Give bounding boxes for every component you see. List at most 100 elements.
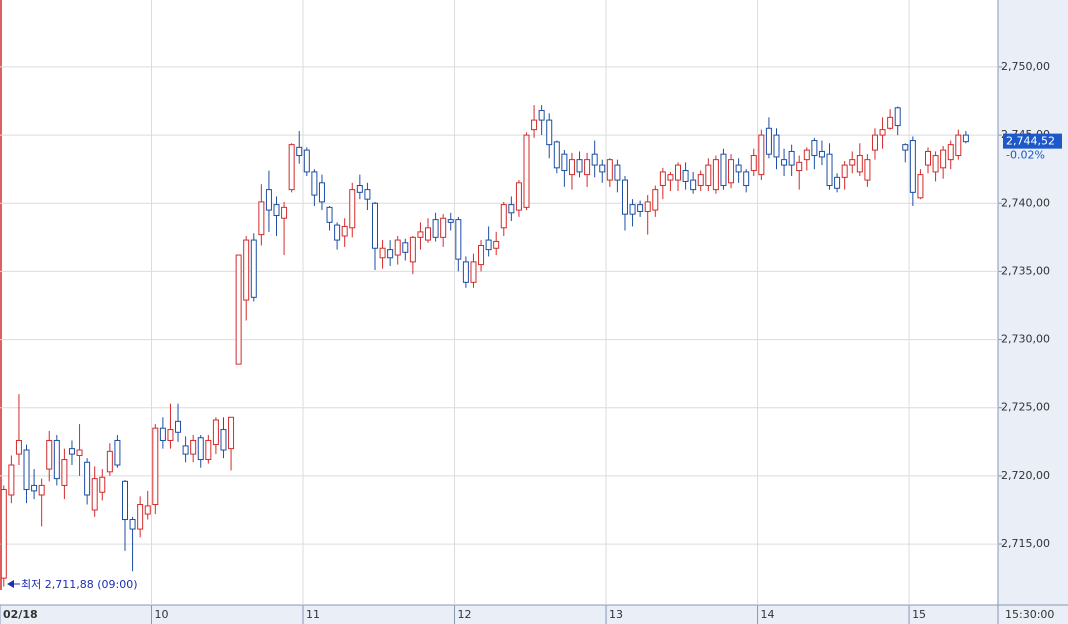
candle-body — [606, 159, 613, 181]
last-price-box — [1003, 133, 1062, 149]
candle-body — [258, 201, 265, 236]
candle-body — [228, 416, 235, 450]
candle-body — [515, 182, 522, 211]
low-annotation: 최저 2,711,88 (09:00) — [21, 578, 138, 591]
candle-body — [728, 159, 735, 184]
candle-body — [326, 206, 333, 223]
y-tick-label: 2,750,00 — [1001, 60, 1050, 73]
candle-body — [864, 159, 871, 181]
candle-body — [91, 478, 98, 511]
time-label: 15:30:00 — [1005, 608, 1054, 621]
candle-body — [182, 445, 189, 455]
candle-body — [947, 144, 954, 161]
x-tick-label: 13 — [609, 608, 623, 621]
candle-body — [584, 159, 591, 176]
candle-body — [190, 439, 197, 455]
candle-body — [659, 171, 666, 187]
candle-body — [629, 204, 636, 215]
candle-body — [811, 140, 818, 157]
candle-body — [485, 239, 492, 251]
candle-body — [478, 245, 485, 266]
y-tick-label: 2,725,00 — [1001, 401, 1050, 414]
candle-body — [720, 153, 727, 187]
candle-body — [690, 179, 697, 191]
candle-body — [712, 159, 719, 191]
candle-body — [871, 134, 878, 151]
x-tick-label: 02/18 — [3, 608, 38, 621]
candle-body — [887, 116, 894, 129]
candle-body — [667, 174, 674, 181]
last-price-label: 2,744,52 — [1006, 135, 1055, 148]
x-tick-label: 10 — [155, 608, 169, 621]
candle-body — [493, 240, 500, 249]
candle-body — [106, 450, 113, 473]
candle-body — [175, 420, 182, 433]
candle-body — [167, 429, 174, 441]
candle-body — [288, 144, 295, 191]
candle-body — [38, 484, 45, 496]
candle-body — [334, 224, 341, 241]
x-tick-label: 11 — [306, 608, 320, 621]
candle-body — [311, 171, 318, 196]
candle-body — [152, 427, 159, 506]
plot-area — [0, 0, 998, 605]
candle-body — [417, 231, 424, 238]
candle-body — [561, 153, 568, 172]
candle-body — [394, 239, 401, 256]
candle-body — [637, 204, 644, 212]
candle-body — [15, 439, 22, 455]
candle-body — [508, 204, 515, 214]
candle-body — [379, 247, 386, 259]
candle-body — [796, 161, 803, 172]
candle-body — [371, 202, 378, 249]
candle-body — [356, 185, 363, 193]
candle-body — [99, 476, 106, 493]
candle-body — [31, 484, 38, 492]
x-axis-panel — [0, 605, 998, 624]
candle-body — [955, 134, 962, 157]
candle-body — [932, 155, 939, 173]
candle-body — [500, 204, 507, 229]
candle-body — [440, 217, 447, 238]
candle-body — [523, 134, 530, 208]
candle-body — [546, 119, 553, 146]
candle-body — [743, 171, 750, 187]
candle-body — [531, 119, 538, 131]
candle-body — [962, 134, 969, 143]
candle-body — [538, 110, 545, 121]
labels: 2,715,00 2,720,00 2,725,00 2,730,00 2,735,00… — [0, 60, 1062, 624]
candle-body — [53, 439, 60, 480]
candle-body — [568, 159, 575, 176]
candle-body — [296, 146, 303, 157]
candle-body — [788, 150, 795, 166]
candle-body — [614, 164, 621, 181]
candle-body — [205, 439, 212, 461]
x-tick-label: 12 — [458, 608, 472, 621]
candle-body — [303, 149, 310, 173]
candle-body — [23, 449, 30, 491]
candle-body — [652, 189, 659, 211]
candle-body — [591, 153, 598, 166]
candles — [0, 105, 969, 587]
y-tick-label: 2,735,00 — [1001, 264, 1050, 277]
candle-body — [470, 261, 477, 283]
candle-body — [144, 505, 151, 515]
candle-body — [902, 144, 909, 151]
candle-body — [159, 427, 166, 441]
candle-body — [781, 159, 788, 166]
candle-body — [697, 174, 704, 187]
candle-body — [197, 437, 204, 461]
candle-body — [84, 461, 91, 496]
candle-body — [841, 164, 848, 178]
candle-body — [773, 134, 780, 158]
candle-body — [705, 164, 712, 187]
candle-body — [879, 129, 886, 136]
candle-body — [129, 519, 136, 530]
candle-body — [341, 225, 348, 237]
candle-body — [917, 174, 924, 199]
grid — [0, 0, 998, 605]
candle-body — [318, 182, 325, 203]
candle-body — [621, 179, 628, 215]
candle-body — [849, 159, 856, 166]
